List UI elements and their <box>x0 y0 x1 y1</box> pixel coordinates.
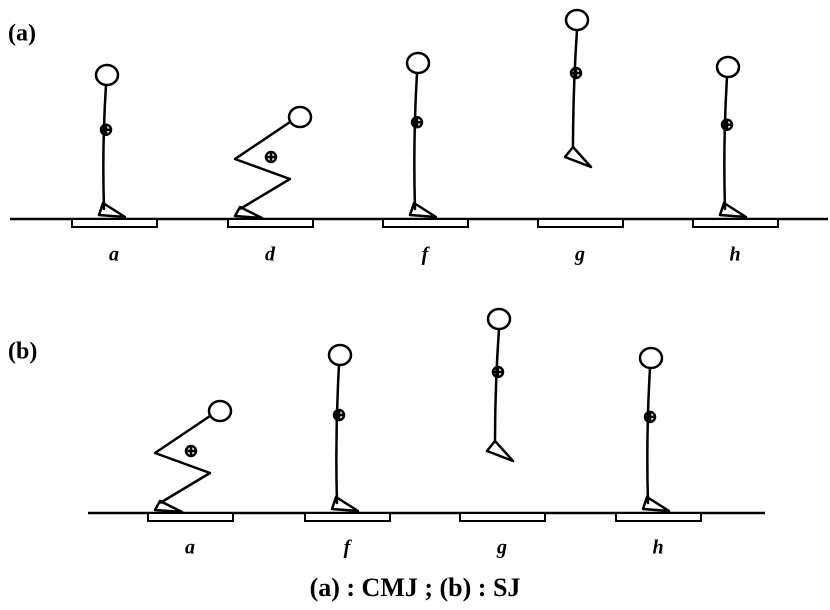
force-plate <box>227 218 314 228</box>
figure-label: f <box>422 244 431 266</box>
head <box>94 63 120 87</box>
body <box>334 364 341 505</box>
hip-cross <box>413 118 421 127</box>
body <box>233 120 292 211</box>
head <box>638 346 664 370</box>
head <box>287 105 313 129</box>
hip-cross <box>335 411 343 420</box>
figure-label: d <box>265 244 276 266</box>
head <box>207 399 233 423</box>
figure-label: f <box>344 537 353 559</box>
head <box>564 8 590 32</box>
body <box>571 29 579 148</box>
hip-cross <box>267 153 275 161</box>
caption: (a) : CMJ ; (b) : SJ <box>310 573 521 602</box>
hip-cross <box>646 412 654 421</box>
body <box>645 367 652 505</box>
hip-marker <box>332 408 346 422</box>
head <box>327 343 353 367</box>
force-plate <box>147 512 234 522</box>
head <box>715 55 741 79</box>
hip-marker <box>491 365 505 379</box>
foot <box>97 201 127 219</box>
hip-cross <box>723 120 731 129</box>
hip-cross <box>102 125 110 134</box>
hip-marker <box>264 150 278 164</box>
panel-label: (b) <box>8 339 37 365</box>
foot <box>233 205 264 220</box>
foot <box>641 495 671 513</box>
hip-marker <box>184 444 198 458</box>
figure-label: h <box>729 244 740 266</box>
foot <box>485 439 515 463</box>
hip-marker <box>643 410 657 424</box>
figure-label: h <box>652 537 663 559</box>
foot <box>330 495 360 513</box>
force-plate <box>692 218 779 228</box>
figure-label: a <box>185 537 195 559</box>
force-plate <box>615 512 702 522</box>
figure-label: g <box>574 244 585 266</box>
head <box>405 51 431 75</box>
force-plate <box>71 218 158 228</box>
foot <box>718 201 748 219</box>
body <box>412 72 419 211</box>
figure-label: a <box>109 244 119 266</box>
force-plate <box>304 512 391 522</box>
panel-label: (a) <box>8 21 36 47</box>
hip-marker <box>720 118 734 132</box>
hip-cross <box>187 447 195 455</box>
body <box>493 328 501 442</box>
hip-cross <box>572 69 580 77</box>
force-plate <box>382 218 469 228</box>
body <box>722 76 729 211</box>
force-plate <box>459 512 546 522</box>
foot <box>153 499 184 514</box>
body <box>153 414 212 505</box>
foot <box>563 145 593 169</box>
hip-cross <box>494 368 502 376</box>
hip-marker <box>569 66 583 80</box>
hip-marker <box>410 116 424 129</box>
force-plate <box>537 218 624 228</box>
hip-marker <box>99 123 113 136</box>
head <box>486 307 512 331</box>
body <box>101 84 108 211</box>
figure-label: g <box>496 537 507 559</box>
foot <box>408 201 438 219</box>
